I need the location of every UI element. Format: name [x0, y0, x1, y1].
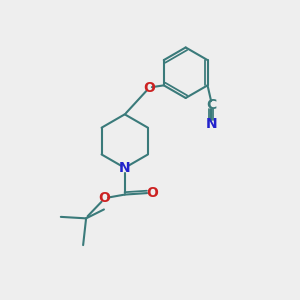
Text: O: O: [143, 81, 155, 95]
Text: O: O: [146, 186, 158, 200]
Text: N: N: [119, 161, 130, 175]
Text: C: C: [206, 98, 216, 112]
Text: O: O: [99, 191, 110, 205]
Text: N: N: [205, 117, 217, 131]
